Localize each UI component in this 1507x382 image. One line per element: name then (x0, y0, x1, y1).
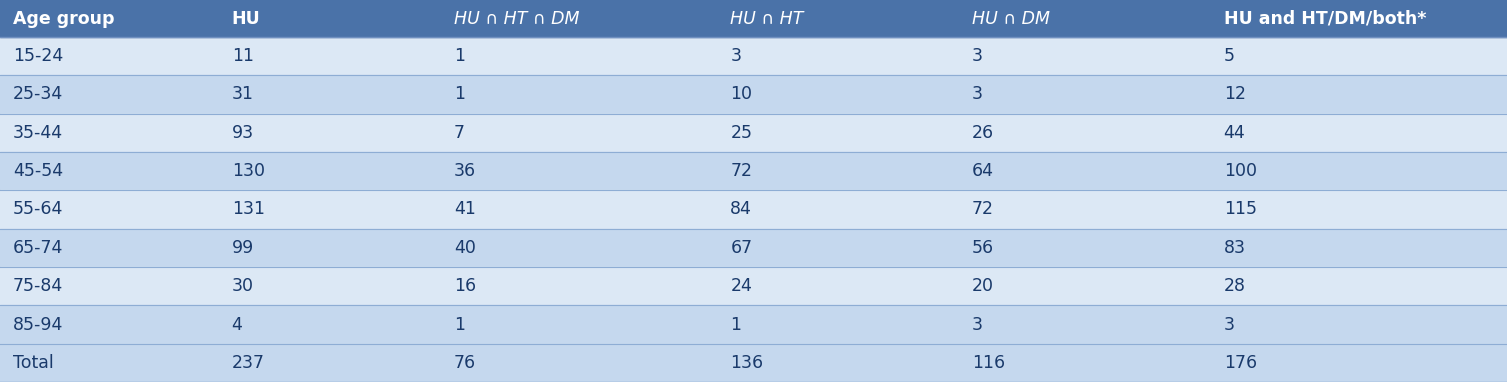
Text: 3: 3 (972, 47, 983, 65)
Text: HU ∩ DM: HU ∩ DM (972, 10, 1050, 28)
Text: 12: 12 (1224, 86, 1246, 104)
Text: 176: 176 (1224, 354, 1257, 372)
Text: 7: 7 (454, 124, 464, 142)
Text: 1: 1 (454, 316, 464, 333)
Text: 44: 44 (1224, 124, 1245, 142)
Text: 131: 131 (232, 201, 265, 219)
Text: 65-74: 65-74 (14, 239, 63, 257)
Text: 45-54: 45-54 (14, 162, 63, 180)
Text: 30: 30 (232, 277, 253, 295)
Bar (0, 190, 1507, 229)
Bar (0, 344, 1507, 382)
Text: HU ∩ HT: HU ∩ HT (731, 10, 803, 28)
Text: Total: Total (14, 354, 54, 372)
Text: 130: 130 (232, 162, 265, 180)
Text: 5: 5 (1224, 47, 1234, 65)
Text: 100: 100 (1224, 162, 1257, 180)
Bar (0, 229, 1507, 267)
Text: 72: 72 (972, 201, 993, 219)
Text: 99: 99 (232, 239, 253, 257)
Text: HU and HT/DM/both*: HU and HT/DM/both* (1224, 10, 1426, 28)
Text: 3: 3 (972, 316, 983, 333)
Text: 136: 136 (731, 354, 764, 372)
Text: 28: 28 (1224, 277, 1246, 295)
Text: 85-94: 85-94 (14, 316, 63, 333)
Text: 4: 4 (232, 316, 243, 333)
Text: 84: 84 (731, 201, 752, 219)
Bar (0, 114, 1507, 152)
Text: 83: 83 (1224, 239, 1246, 257)
Text: 1: 1 (731, 316, 741, 333)
Text: HU: HU (232, 10, 261, 28)
Text: Age group: Age group (14, 10, 115, 28)
Text: 1: 1 (454, 47, 464, 65)
Text: 41: 41 (454, 201, 476, 219)
Text: 31: 31 (232, 86, 253, 104)
Text: 16: 16 (454, 277, 476, 295)
Bar (0, 267, 1507, 305)
Bar (0, 37, 1507, 75)
Bar (0, 152, 1507, 190)
Text: 35-44: 35-44 (14, 124, 63, 142)
Text: 25-34: 25-34 (14, 86, 63, 104)
Text: 10: 10 (731, 86, 752, 104)
Text: 1: 1 (454, 86, 464, 104)
Text: 3: 3 (731, 47, 741, 65)
Text: 116: 116 (972, 354, 1005, 372)
Text: 115: 115 (1224, 201, 1257, 219)
Text: 237: 237 (232, 354, 265, 372)
Text: 25: 25 (731, 124, 752, 142)
Text: 20: 20 (972, 277, 993, 295)
Text: 36: 36 (454, 162, 476, 180)
Text: 3: 3 (1224, 316, 1234, 333)
Bar (0, 75, 1507, 114)
Text: 93: 93 (232, 124, 253, 142)
Text: 76: 76 (454, 354, 476, 372)
Text: 56: 56 (972, 239, 995, 257)
Text: 72: 72 (731, 162, 752, 180)
Text: 64: 64 (972, 162, 993, 180)
Text: 3: 3 (972, 86, 983, 104)
Text: 11: 11 (232, 47, 253, 65)
Text: 15-24: 15-24 (14, 47, 63, 65)
Text: 24: 24 (731, 277, 752, 295)
Text: 40: 40 (454, 239, 476, 257)
Bar (0, 0, 1507, 37)
Text: 26: 26 (972, 124, 995, 142)
Bar (0, 305, 1507, 344)
Text: HU ∩ HT ∩ DM: HU ∩ HT ∩ DM (454, 10, 579, 28)
Text: 75-84: 75-84 (14, 277, 63, 295)
Text: 67: 67 (731, 239, 752, 257)
Text: 55-64: 55-64 (14, 201, 63, 219)
